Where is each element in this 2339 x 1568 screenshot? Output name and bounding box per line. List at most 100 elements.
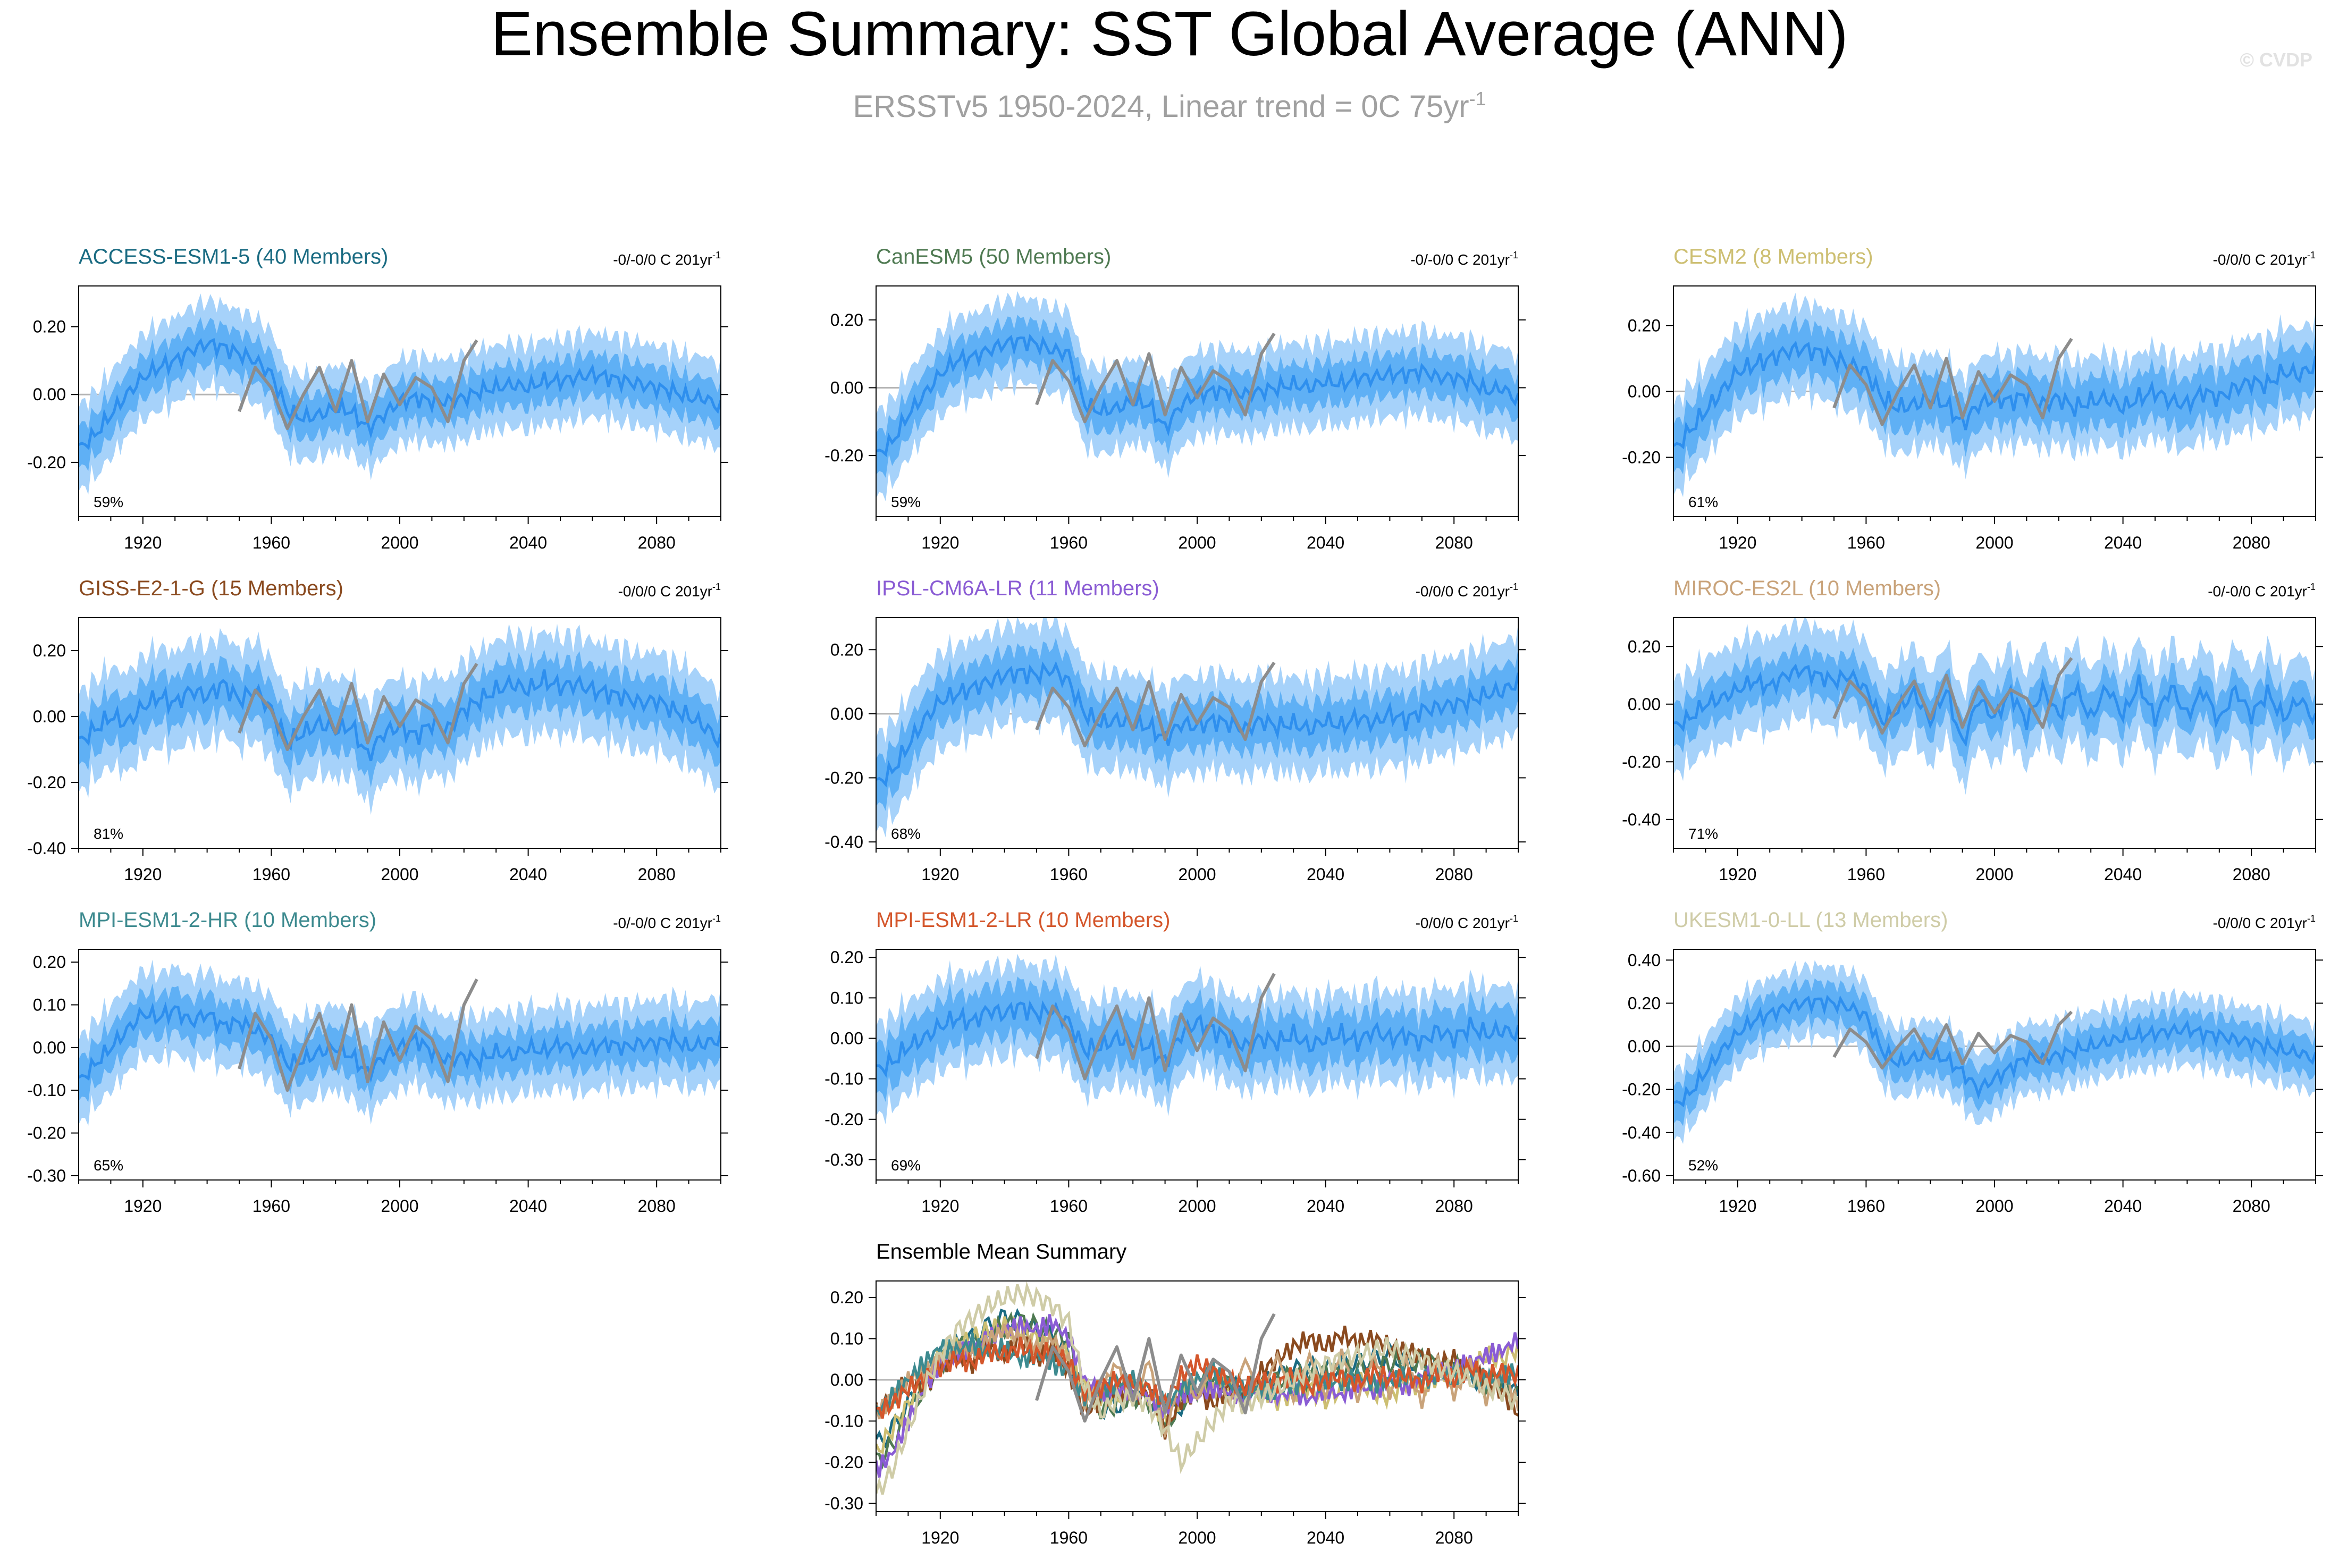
- trend-label-text: -0/0/0 C 201yr: [618, 583, 712, 600]
- y-tick-label: 0.00: [830, 378, 863, 397]
- x-tick-label: 2080: [638, 533, 676, 552]
- x-tick-label: 1960: [1050, 865, 1088, 884]
- plot-area: [876, 291, 1518, 502]
- plot-area: [1673, 960, 2316, 1144]
- x-tick-label: 2000: [1975, 533, 2013, 552]
- x-tick-label: 2000: [1178, 865, 1216, 884]
- observations-line: [238, 663, 478, 751]
- x-tick-label: 2040: [509, 865, 547, 884]
- figure-subtitle-superscript: -1: [1469, 88, 1486, 109]
- x-tick-label: 2080: [2233, 1196, 2270, 1216]
- x-tick-label: 1920: [921, 1528, 959, 1547]
- x-tick-label: 2040: [1307, 533, 1344, 552]
- y-tick-label: 0.40: [1628, 950, 1661, 970]
- x-tick-label: 2000: [381, 865, 418, 884]
- y-tick-label: -0.10: [824, 1069, 863, 1089]
- x-tick-label: 2000: [381, 1196, 418, 1216]
- percent-label: 59%: [94, 494, 123, 510]
- panel-title: CESM2 (8 Members): [1673, 245, 1873, 268]
- y-tick-label: 0.10: [33, 995, 66, 1014]
- panel-title: Ensemble Mean Summary: [876, 1240, 1126, 1263]
- x-tick-label: 2080: [2233, 865, 2270, 884]
- panel-8: MPI-ESM1-2-LR (10 Members) -0/0/0 C 201yr…: [824, 908, 1526, 1216]
- panel-4: GISS-E2-1-G (15 Members) -0/0/0 C 201yr-1…: [27, 577, 728, 884]
- plot-area: [876, 954, 1518, 1125]
- observations-line: [238, 339, 478, 431]
- x-tick-label: 1960: [1847, 1196, 1885, 1216]
- y-tick-label: 0.10: [830, 988, 863, 1007]
- x-tick-label: 1960: [1847, 865, 1885, 884]
- trend-label: -0/0/0 C 201yr-1: [1416, 581, 1518, 600]
- x-tick-label: 1920: [124, 1196, 162, 1216]
- observations-line: [1035, 1313, 1276, 1423]
- trend-label: -0/0/0 C 201yr-1: [618, 581, 721, 600]
- trend-label-superscript: -1: [712, 581, 721, 592]
- y-tick-label: 0.20: [830, 1288, 863, 1307]
- y-tick-label: 0.00: [1628, 1037, 1661, 1056]
- y-tick-label: -0.20: [824, 1110, 863, 1129]
- y-tick-label: 0.00: [33, 707, 66, 726]
- y-tick-label: 0.00: [830, 704, 863, 723]
- ensemble-mean-line: [876, 1000, 1518, 1078]
- x-tick-label: 2080: [1435, 1196, 1473, 1216]
- y-tick-label: 0.20: [1628, 993, 1661, 1013]
- ensemble-mean-line: [1673, 663, 2316, 747]
- trend-label: -0/0/0 C 201yr-1: [2213, 250, 2316, 268]
- watermark: © CVDP: [2240, 49, 2312, 71]
- trend-label: -0/-0/0 C 201yr-1: [2208, 581, 2316, 600]
- y-tick-label: 0.00: [1628, 695, 1661, 714]
- y-tick-label: -0.30: [824, 1150, 863, 1169]
- y-tick-label: -0.20: [1622, 752, 1661, 771]
- x-tick-label: 2040: [1307, 1196, 1344, 1216]
- plot-area: [79, 623, 721, 815]
- y-tick-label: 0.20: [33, 952, 66, 972]
- x-tick-label: 1920: [124, 865, 162, 884]
- figure-subtitle: ERSSTv5 1950-2024, Linear trend = 0C 75y…: [853, 88, 1486, 124]
- x-tick-label: 2040: [2104, 533, 2142, 552]
- y-tick-label: 0.00: [33, 385, 66, 404]
- x-tick-label: 2000: [1178, 1528, 1216, 1547]
- x-tick-label: 1920: [921, 1196, 959, 1216]
- y-tick-label: 0.20: [33, 641, 66, 660]
- percent-label: 59%: [891, 494, 921, 510]
- x-tick-label: 2040: [2104, 865, 2142, 884]
- panels-container: ACCESS-ESM1-5 (40 Members) -0/-0/0 C 201y…: [27, 245, 2323, 1547]
- x-tick-label: 2040: [1307, 865, 1344, 884]
- panel-title: CanESM5 (50 Members): [876, 245, 1111, 268]
- panel-10: Ensemble Mean Summary -0.30 -0.20 -0.10 0.00…: [824, 1240, 1526, 1547]
- percent-label: 68%: [891, 825, 921, 842]
- y-tick-label: 0.00: [1628, 382, 1661, 401]
- observations-line: [1832, 1010, 2073, 1070]
- x-tick-label: 2000: [381, 533, 418, 552]
- percent-label: 65%: [94, 1157, 123, 1174]
- observations-line: [1035, 332, 1276, 424]
- y-tick-label: 0.20: [830, 640, 863, 659]
- inner-spread-band: [1673, 978, 2316, 1126]
- y-tick-label: -0.10: [27, 1081, 66, 1100]
- trend-label-text: -0/0/0 C 201yr: [2213, 251, 2307, 268]
- x-tick-label: 2000: [1178, 533, 1216, 552]
- trend-label-text: -0/0/0 C 201yr: [2213, 915, 2307, 931]
- trend-label: -0/-0/0 C 201yr-1: [1410, 250, 1518, 268]
- x-tick-label: 2040: [1307, 1528, 1344, 1547]
- panel-title: ACCESS-ESM1-5 (40 Members): [79, 245, 388, 268]
- y-tick-label: 0.20: [1628, 637, 1661, 656]
- ensemble-mean-line: [79, 1001, 721, 1083]
- x-tick-label: 1920: [1719, 1196, 1756, 1216]
- figure-subtitle-main: ERSSTv5 1950-2024, Linear trend = 0C 75y…: [853, 89, 1469, 124]
- observations-line: [1832, 338, 2073, 426]
- y-tick-label: -0.10: [824, 1412, 863, 1431]
- x-tick-label: 2080: [638, 1196, 676, 1216]
- y-tick-label: -0.40: [27, 839, 66, 858]
- y-tick-label: 0.00: [33, 1038, 66, 1057]
- x-tick-label: 2000: [1975, 865, 2013, 884]
- trend-label: -0/0/0 C 201yr-1: [1416, 913, 1518, 931]
- y-tick-label: -0.20: [27, 1124, 66, 1143]
- y-tick-label: -0.20: [824, 446, 863, 465]
- trend-label-text: -0/-0/0 C 201yr: [613, 251, 712, 268]
- inner-spread-band: [1673, 642, 2316, 768]
- panel-9: UKESM1-0-LL (13 Members) -0/0/0 C 201yr-1…: [1622, 908, 2323, 1216]
- observations-line: [238, 978, 478, 1092]
- series-line-8: [876, 1336, 1518, 1419]
- y-tick-label: 0.20: [1628, 316, 1661, 335]
